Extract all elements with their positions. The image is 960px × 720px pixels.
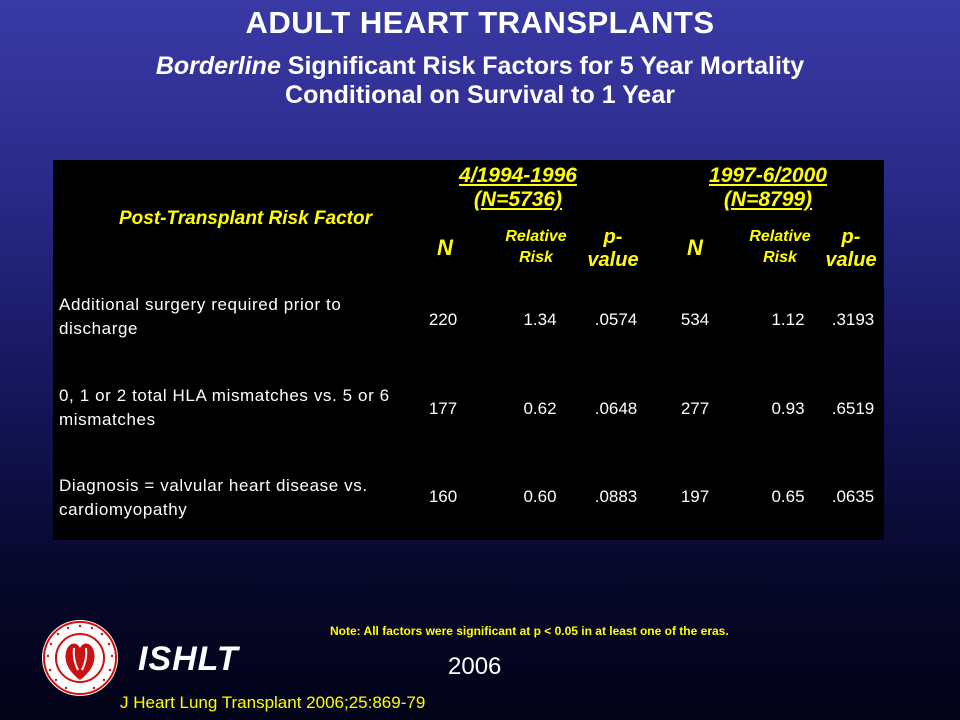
era1-rr-header: Relative Risk (491, 226, 581, 268)
era2-rr-cell: 0.65 (771, 487, 805, 506)
era1-label: 4/1994-1996 (459, 164, 577, 187)
era2-label: 1997-6/2000 (709, 164, 827, 187)
era2-pvalue-header: p- value (811, 226, 891, 272)
factor-line1: Diagnosis = valvular heart disease vs. (59, 476, 368, 495)
era2-header: 1997-6/2000 (N=8799) (683, 164, 853, 212)
ishlt-seal-icon (40, 618, 120, 698)
era2-n-cell: 277 (680, 399, 710, 418)
era1-header: 4/1994-1996 (N=5736) (438, 164, 598, 212)
risk-factor-header: Post-Transplant Risk Factor (118, 208, 373, 229)
org-name: ISHLT (138, 640, 239, 678)
era2-pvalue-cell: .0635 (831, 487, 875, 506)
page-subtitle: Borderline Significant Risk Factors for … (40, 52, 920, 110)
factor-line1: 0, 1 or 2 total HLA mismatches vs. 5 or … (59, 386, 390, 405)
era1-n-cell: 220 (428, 310, 458, 329)
subtitle-emphasis: Borderline (155, 52, 281, 80)
page-title: ADULT HEART TRANSPLANTS (245, 5, 715, 40)
rr-header-line2: Risk (763, 249, 797, 266)
era1-rr-cell: 1.34 (523, 310, 557, 329)
era1-n-cell: 160 (428, 487, 458, 506)
era2-rr-cell: 0.93 (771, 399, 805, 418)
era1-pvalue-cell: .0574 (594, 310, 638, 329)
footnote: Note: All factors were significant at p … (330, 624, 729, 638)
era2-rr-cell: 1.12 (771, 310, 805, 329)
citation: J Heart Lung Transplant 2006;25:869-79 (120, 693, 426, 712)
rr-header-line1: Relative (505, 228, 567, 245)
era2-n-header: N (687, 235, 703, 260)
era1-pvalue-cell: .0648 (594, 399, 638, 418)
era1-pvalue-header: p- value (573, 226, 653, 272)
era2-n-cell: 534 (680, 310, 710, 329)
table-row-factor: 0, 1 or 2 total HLA mismatches vs. 5 or … (59, 384, 409, 432)
risk-factor-table: Post-Transplant Risk Factor 4/1994-1996 … (53, 160, 884, 540)
era1-rr-cell: 0.62 (523, 399, 557, 418)
era2-n-label: (N=8799) (723, 188, 813, 211)
era1-n-label: (N=5736) (473, 188, 563, 211)
table-row-factor: Additional surgery required prior to dis… (59, 293, 409, 341)
era1-n-cell: 177 (428, 399, 458, 418)
rr-header-line1: Relative (749, 228, 811, 245)
era1-rr-cell: 0.60 (523, 487, 557, 506)
factor-line1: Additional surgery required prior to (59, 295, 342, 314)
factor-line2: discharge (59, 319, 139, 338)
era1-pvalue-cell: .0883 (594, 487, 638, 506)
pv-header-line1: p- (603, 226, 623, 248)
pv-header-line2: value (587, 249, 639, 271)
factor-line2: mismatches (59, 410, 156, 429)
era2-rr-header: Relative Risk (735, 226, 825, 268)
rr-header-line2: Risk (519, 249, 553, 266)
report-year: 2006 (448, 653, 502, 680)
subtitle-line1-rest: Significant Risk Factors for 5 Year Mort… (280, 52, 805, 80)
era2-pvalue-cell: .6519 (831, 399, 875, 418)
factor-line2: cardiomyopathy (59, 500, 188, 519)
era2-pvalue-cell: .3193 (831, 310, 875, 329)
era2-n-cell: 197 (680, 487, 710, 506)
era1-n-header: N (437, 235, 453, 260)
table-row-factor: Diagnosis = valvular heart disease vs. c… (59, 474, 409, 522)
pv-header-line1: p- (841, 226, 861, 248)
pv-header-line2: value (825, 249, 877, 271)
subtitle-line2: Conditional on Survival to 1 Year (285, 81, 675, 109)
